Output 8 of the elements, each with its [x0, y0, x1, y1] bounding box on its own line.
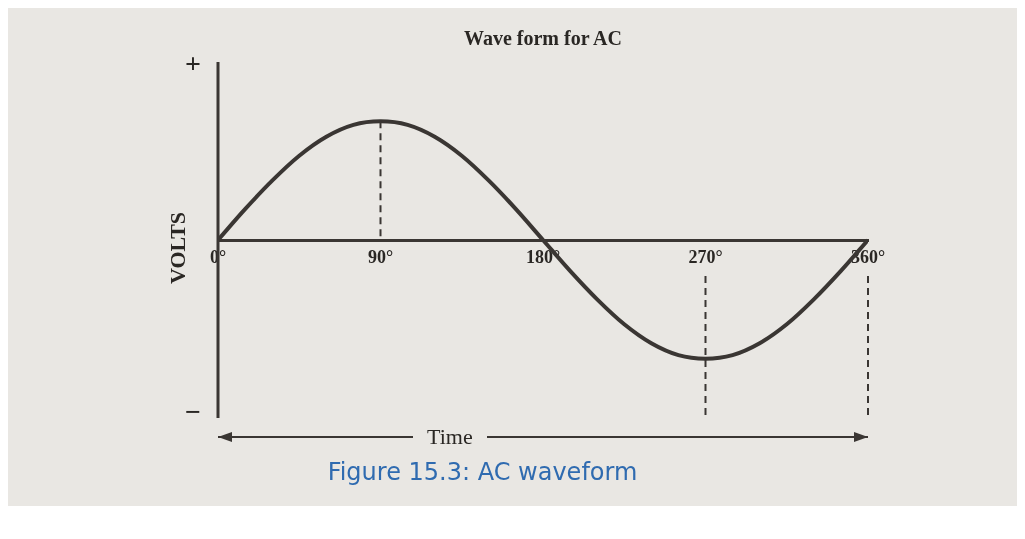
caption: Figure 15.3: AC waveform	[326, 458, 639, 488]
x-axis-title: Time	[413, 423, 487, 451]
x-tick-label: 270°	[688, 247, 723, 268]
y-axis-title: VOLTS	[165, 211, 191, 285]
text: +	[184, 48, 202, 81]
text: −	[184, 396, 202, 429]
chart-title: Wave form for AC	[464, 27, 622, 50]
x-tick-label: 90°	[367, 247, 394, 268]
